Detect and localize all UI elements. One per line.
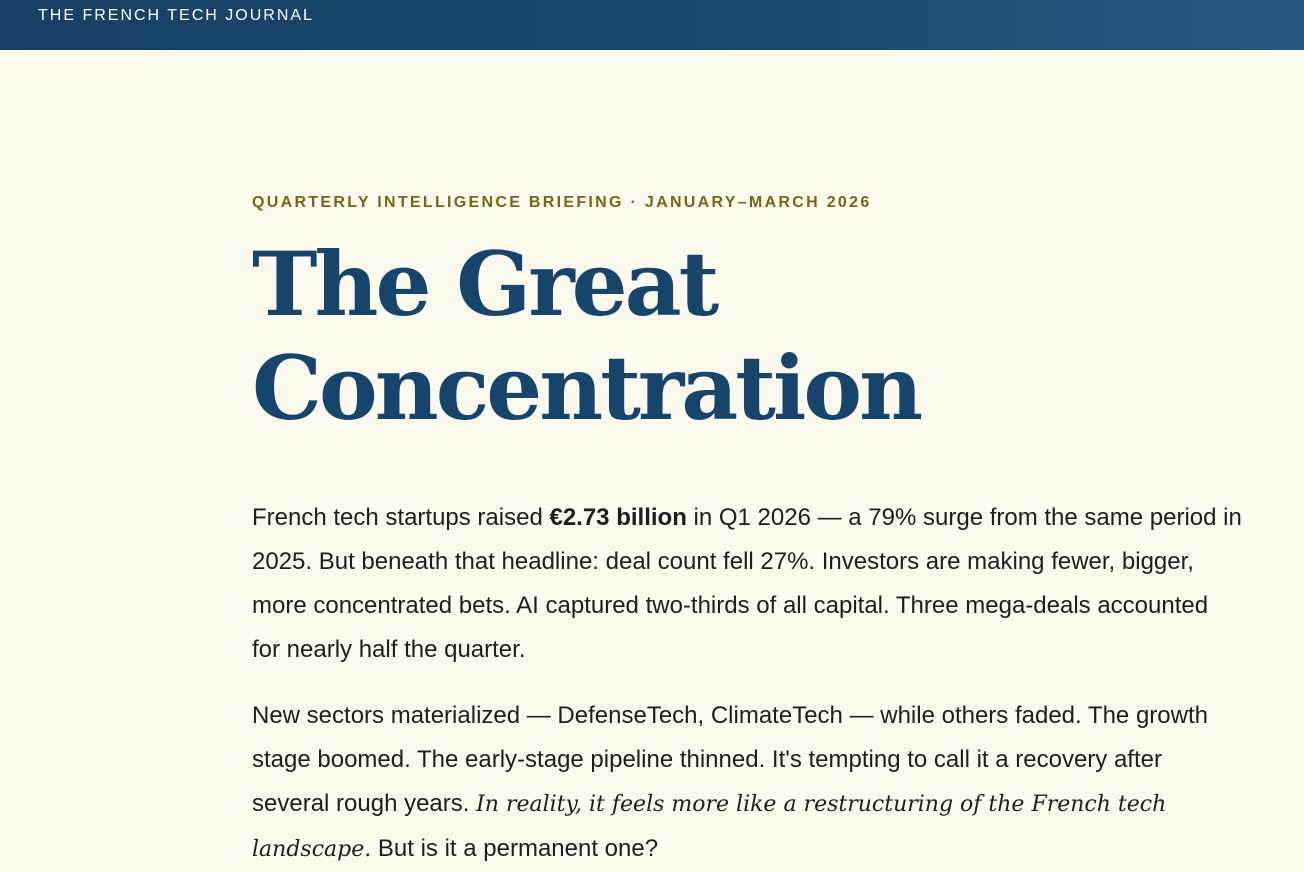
lede-1-text-start: French tech startups raised — [252, 504, 550, 531]
lede-2-text-start: New sectors materialized — DefenseTech, … — [252, 702, 1208, 817]
article-title: The Great Concentration — [252, 232, 923, 440]
site-header: THE FRENCH TECH JOURNAL — [0, 0, 1304, 50]
lede-2-italic-phrase: In reality, it feels more like a restruc… — [252, 792, 1167, 862]
lede-2-text-end: But is it a permanent one? — [371, 835, 659, 862]
article-title-line-2: Concentration — [252, 336, 923, 440]
lede-paragraph-2: New sectors materialized — DefenseTech, … — [252, 694, 1242, 872]
article-title-line-1: The Great — [252, 232, 719, 336]
lede-1-text-end: in Q1 2026 — a 79% surge from the same p… — [252, 504, 1242, 663]
lede-1-highlight-amount: €2.73 billion — [549, 504, 687, 531]
article-kicker: QUARTERLY INTELLIGENCE BRIEFING · JANUAR… — [252, 194, 872, 211]
lede-paragraph-1: French tech startups raised €2.73 billio… — [252, 496, 1242, 672]
site-brand[interactable]: THE FRENCH TECH JOURNAL — [38, 7, 314, 24]
